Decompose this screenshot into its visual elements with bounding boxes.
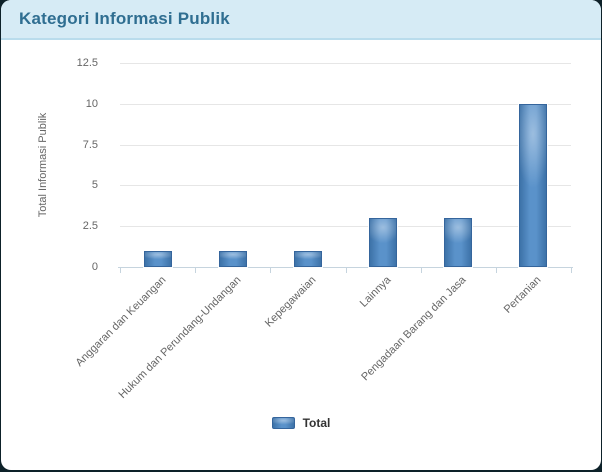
bar	[218, 250, 247, 267]
x-axis-tick	[195, 268, 197, 273]
bar	[143, 250, 172, 267]
x-axis-tick	[420, 268, 422, 273]
x-axis-category-label: Lainnya	[357, 274, 394, 310]
gridline	[120, 103, 571, 105]
y-axis-tick-label: 5	[91, 179, 98, 192]
card-header: Kategori Informasi Publik	[1, 0, 601, 40]
legend-label: Total	[302, 416, 331, 430]
gridline	[120, 63, 571, 64]
legend: Total	[1, 416, 601, 430]
x-axis-category-label: Pengadaan Barang dan Jasa	[359, 274, 469, 384]
page-title: Kategori Informasi Publik	[19, 9, 230, 28]
gridline	[120, 226, 571, 228]
y-axis-tick-label: 12.5	[76, 57, 98, 69]
x-axis-tick	[345, 268, 347, 273]
y-axis-tick-label: 0	[91, 261, 98, 273]
x-axis-tick	[120, 268, 121, 273]
x-axis-tick	[270, 268, 272, 273]
y-axis-title: Total Informasi Publik	[37, 112, 49, 218]
y-axis-tick-label: 7.5	[82, 138, 98, 151]
x-axis-category-label: Anggaran dan Keuangan	[73, 274, 169, 369]
legend-swatch-icon	[271, 417, 295, 429]
x-axis-category-label: Hukum dan Perundang-Undangan	[116, 274, 244, 401]
bar	[519, 103, 548, 267]
x-axis-line	[118, 267, 573, 268]
x-axis-tick	[571, 268, 572, 273]
bar	[369, 218, 398, 267]
bar	[293, 250, 322, 267]
gridline	[120, 185, 571, 187]
x-axis-category-label: Kepegawaian	[262, 274, 319, 330]
bar	[444, 218, 473, 267]
y-axis-tick-label: 2.5	[82, 220, 98, 233]
legend-item-total[interactable]: Total	[271, 416, 331, 430]
x-axis-category-label: Pertanian	[502, 274, 544, 316]
x-axis-tick	[495, 268, 497, 273]
y-axis-tick-label: 10	[85, 97, 98, 110]
gridline	[120, 144, 571, 146]
